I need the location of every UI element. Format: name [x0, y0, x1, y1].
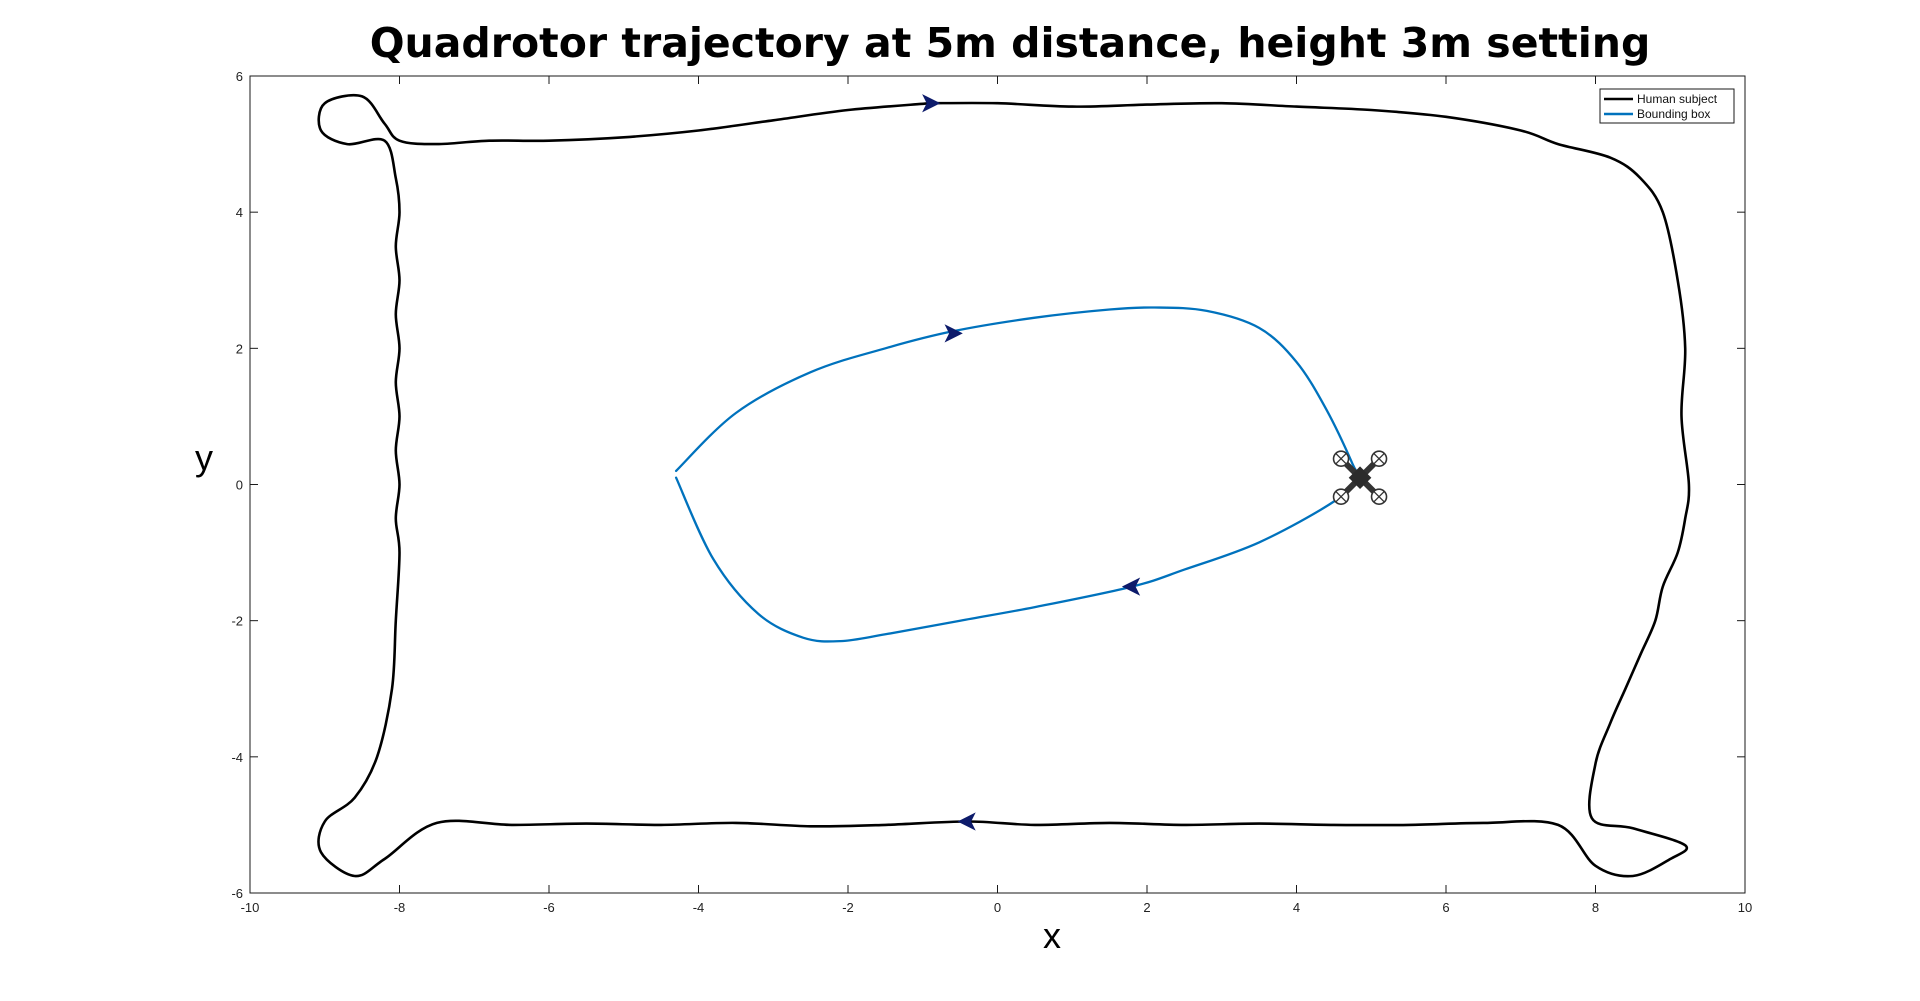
y-tick-label: -4: [231, 750, 243, 765]
x-axis-label: x: [1043, 915, 1061, 956]
quadrotor-icon: [1332, 450, 1388, 505]
legend-label-human-subject: Human subject: [1637, 92, 1718, 106]
series-layer: [317, 93, 1691, 878]
x-tick-label: 0: [994, 900, 1001, 915]
quadrotor-marker: [1332, 450, 1388, 505]
quadrotor-blade: [1373, 453, 1385, 465]
legend-box: [1599, 88, 1735, 124]
y-tick-label: 0: [236, 478, 243, 493]
plot-area: [249, 75, 1746, 894]
series-line-human-subject: [317, 93, 1691, 878]
direction-arrow: [957, 812, 976, 831]
y-tick-label: -6: [231, 886, 243, 901]
x-tick-label: 6: [1442, 900, 1449, 915]
quadrotor-blade: [1373, 491, 1385, 503]
direction-arrows: [922, 94, 1141, 831]
chart-title: Quadrotor trajectory at 5m distance, hei…: [370, 19, 1651, 67]
quadrotor-blade: [1335, 491, 1347, 503]
series-line-bounding-box: [674, 306, 1359, 643]
direction-arrow: [1121, 577, 1141, 596]
quadrotor-body: [1348, 466, 1372, 490]
direction-arrow: [922, 94, 941, 113]
y-tick-label: 4: [236, 205, 243, 220]
x-tick-label: -10: [241, 900, 260, 915]
direction-arrow: [944, 324, 963, 343]
y-axis-label: y: [195, 437, 213, 478]
quadrotor-blade: [1335, 453, 1347, 465]
x-tick-label: 2: [1143, 900, 1150, 915]
x-tick-label: -8: [394, 900, 406, 915]
x-tick-label: -4: [693, 900, 705, 915]
x-tick-label: 8: [1592, 900, 1599, 915]
x-tick-label: -6: [543, 900, 555, 915]
y-tick-label: 6: [236, 69, 243, 84]
legend-label-bounding-box: Bounding box: [1637, 107, 1710, 121]
y-tick-label: 2: [236, 341, 243, 356]
x-tick-label: 4: [1293, 900, 1300, 915]
x-tick-label: -2: [842, 900, 854, 915]
y-tick-label: -2: [231, 614, 243, 629]
axis-ticks: -10 -8 -6 -4 -2 0 2 4 6 8 10 -6 -4 -2 0 2 4 6: [231, 69, 1752, 915]
x-tick-label: 10: [1738, 900, 1752, 915]
legend: Human subject Bounding box: [1599, 88, 1735, 124]
